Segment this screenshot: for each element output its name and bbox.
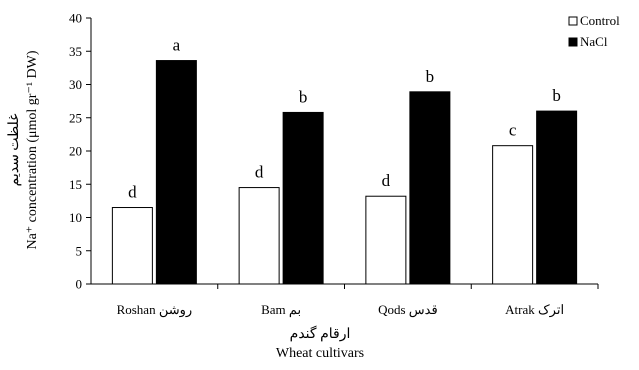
bars [111, 60, 578, 285]
bar-control [492, 145, 534, 285]
x-axis: Roshan روشن Bam بم Qods قدس Atrak اترک [91, 283, 599, 318]
y-tick-label: 15 [69, 177, 82, 192]
bar-nacl [282, 111, 324, 285]
y-tick-label: 10 [69, 210, 82, 225]
legend-label-control: Control [580, 13, 620, 28]
legend-label-nacl: NaCl [580, 34, 608, 49]
y-tick-label: 25 [69, 110, 82, 125]
y-axis-title-english: Na⁺ concentration (μmol gr⁻¹ DW) [25, 50, 40, 249]
y-tick-label: 0 [76, 277, 83, 292]
y-tick-label: 40 [69, 11, 82, 26]
bar-nacl [155, 60, 197, 285]
bar-nacl [409, 91, 451, 285]
y-tick-label: 35 [69, 44, 82, 59]
x-category-label: Qods قدس [378, 302, 438, 318]
x-axis-title-persian: ارقام گندم [290, 325, 351, 342]
significance-letter: a [173, 36, 181, 55]
significance-letter: b [552, 86, 561, 105]
bar-control [111, 207, 153, 285]
y-tick-label: 5 [76, 243, 83, 258]
y-axis-title-persian: غلظت سدیم [7, 114, 22, 187]
legend: Control NaCl [568, 13, 620, 49]
bar-control [365, 195, 407, 285]
significance-letter: d [382, 171, 391, 190]
significance-letters: d a d b d b c b [128, 36, 561, 202]
significance-letter: d [255, 163, 264, 182]
y-tick-label: 20 [69, 144, 82, 159]
legend-swatch-nacl [568, 37, 578, 47]
bar-control [238, 187, 280, 285]
y-tick-label: 30 [69, 77, 82, 92]
legend-swatch-control [568, 16, 578, 26]
significance-letter: c [509, 121, 517, 140]
y-axis-ticks: 0 5 10 15 20 25 30 35 40 [69, 11, 92, 292]
x-category-label: Atrak اترک [505, 302, 564, 318]
significance-letter: b [426, 67, 435, 86]
x-category-label: Bam بم [261, 302, 301, 318]
x-axis-title-english: Wheat cultivars [276, 346, 364, 361]
x-category-label: Roshan روشن [117, 302, 193, 318]
significance-letter: d [128, 183, 137, 202]
bar-nacl [536, 110, 578, 285]
significance-letter: b [299, 87, 308, 106]
